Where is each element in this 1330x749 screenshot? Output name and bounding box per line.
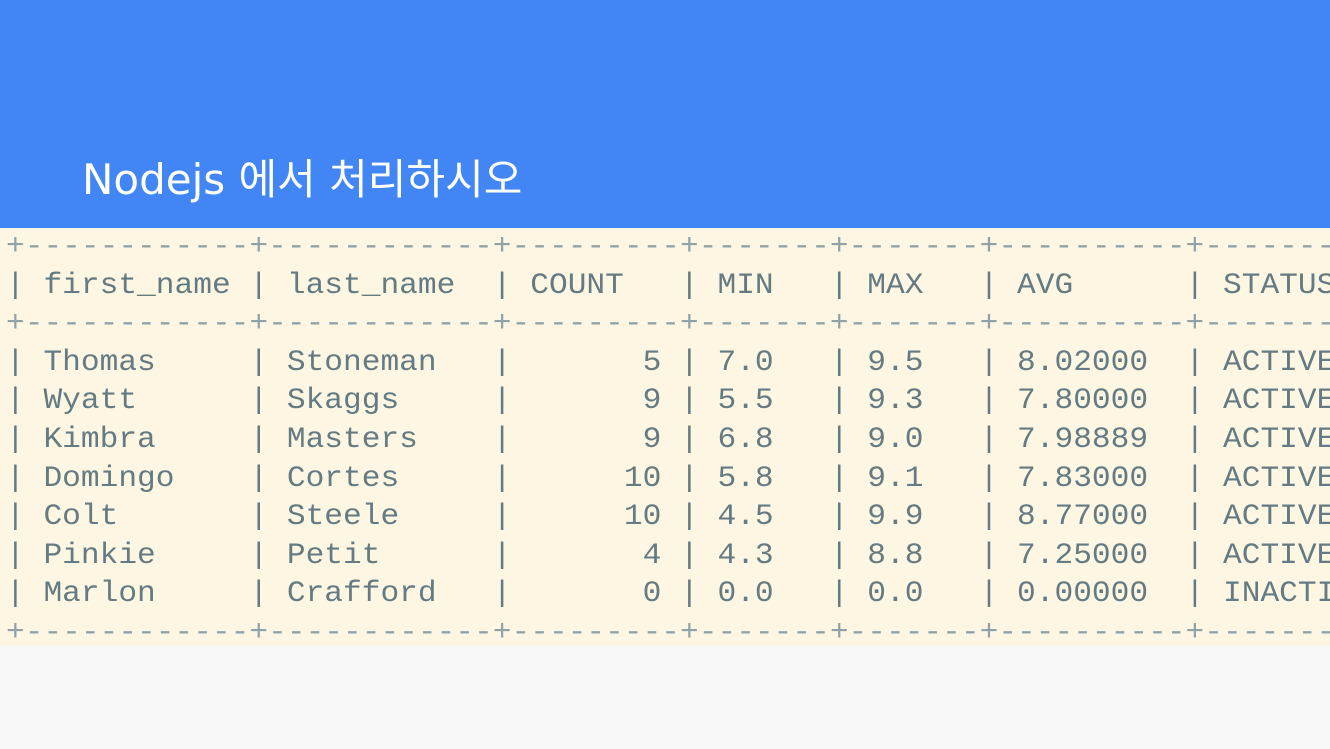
- table-bottom-border: +------------+------------+---------+---…: [6, 616, 1330, 646]
- query-result-table: +------------+------------+---------+---…: [0, 228, 1330, 646]
- table-top-border: +------------+------------+---------+---…: [6, 230, 1330, 264]
- table-header-border: +------------+------------+---------+---…: [6, 307, 1330, 342]
- table-row: | Thomas | Stoneman | 5 | 7.0 | 9.5 | 8.…: [6, 345, 1330, 380]
- table-row: | Domingo | Cortes | 10 | 5.8 | 9.1 | 7.…: [6, 461, 1330, 496]
- table-header-row: | first_name | last_name | COUNT | MIN |…: [6, 268, 1330, 303]
- table-row: | Kimbra | Masters | 9 | 6.8 | 9.0 | 7.9…: [6, 423, 1330, 457]
- table-row: | Pinkie | Petit | 4 | 4.3 | 8.8 | 7.250…: [6, 538, 1330, 573]
- page-title: Nodejs 에서 처리하시오: [82, 155, 523, 204]
- table-row: | Wyatt | Skaggs | 9 | 5.5 | 9.3 | 7.800…: [6, 384, 1330, 419]
- table-row: | Marlon | Crafford | 0 | 0.0 | 0.0 | 0.…: [6, 577, 1330, 612]
- table-row: | Colt | Steele | 10 | 4.5 | 9.9 | 8.770…: [6, 500, 1330, 535]
- title-banner: Nodejs 에서 처리하시오: [0, 0, 1330, 228]
